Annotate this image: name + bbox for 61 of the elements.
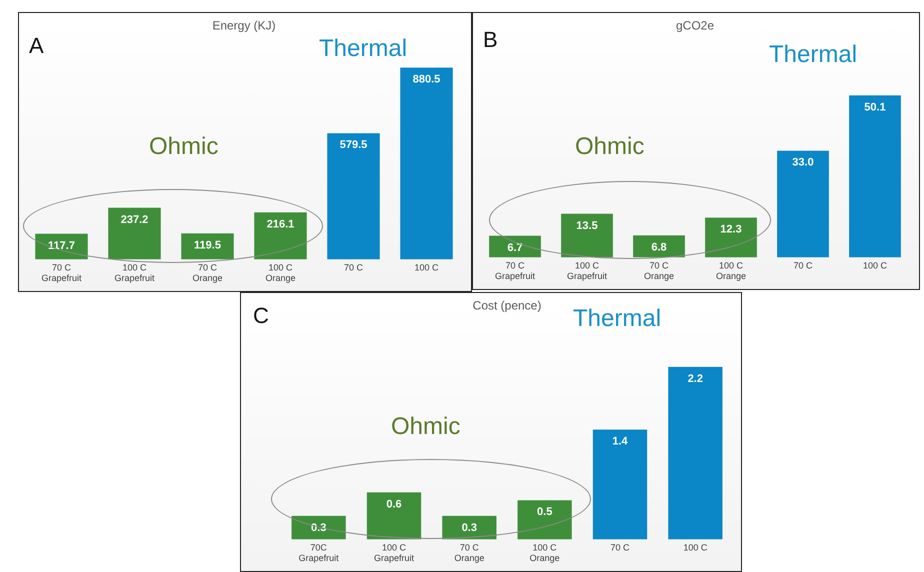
bar [561, 214, 613, 258]
x-tick-label: 100 C [862, 260, 888, 270]
data-label: 6.7 [507, 242, 523, 254]
x-tick-label: 70 C [344, 262, 364, 272]
data-label: 579.5 [340, 139, 368, 152]
data-label: 117.7 [48, 240, 75, 252]
x-tick-label: 70 C Orange [644, 260, 674, 282]
data-label: 2.2 [688, 372, 703, 385]
text: Thermal [319, 35, 408, 62]
bar [668, 366, 722, 540]
text: B [483, 27, 498, 52]
data-label: 1.4 [612, 436, 629, 448]
data-label: 0.3 [311, 522, 326, 534]
text: C [253, 303, 269, 328]
data-label: 880.5 [412, 74, 440, 86]
data-label: 237.2 [120, 214, 148, 226]
bar [400, 68, 453, 260]
x-tick-label: 100 C [683, 542, 708, 552]
bar [366, 492, 422, 540]
data-label: 33.0 [792, 156, 814, 169]
bar [254, 212, 307, 260]
x-tick-label: 100 C Orange [716, 260, 746, 282]
data-label: 0.5 [537, 506, 552, 518]
x-tick-label: 70 C Grapefruit [41, 262, 82, 284]
text: Thermal [573, 305, 662, 332]
bar [108, 208, 161, 260]
x-tick-label: 70 C Orange [192, 262, 223, 284]
annotation: Ohmic [149, 133, 218, 160]
x-tick-label: 100 C Grapefruit [566, 260, 608, 282]
x-tick-label: 70 C Grapefruit [494, 260, 536, 282]
annotation: Ohmic [391, 413, 460, 440]
bar [518, 500, 572, 540]
x-tick-label: 100 C Orange [530, 542, 560, 564]
data-label: 0.6 [386, 498, 402, 510]
x-tick-label: 70 C Orange [454, 542, 484, 564]
text: A [29, 33, 44, 58]
data-label: 6.8 [651, 241, 667, 254]
text: Thermal [769, 41, 858, 68]
bar [327, 133, 380, 260]
data-label: 0.3 [462, 522, 477, 534]
bar [849, 95, 901, 258]
chart-title: gCO2e [676, 18, 714, 33]
x-tick-label: 100 C Orange [265, 262, 296, 284]
bar [181, 233, 234, 260]
data-label: 216.1 [266, 218, 294, 230]
x-tick-label: 70C Grapefruit [298, 542, 340, 564]
chart-title: Energy (KJ) [212, 18, 276, 33]
x-tick-label: 70 C [610, 542, 630, 552]
bar [592, 430, 648, 540]
data-label: 119.5 [194, 239, 221, 252]
chart-title: Cost (pence) [472, 298, 542, 313]
x-tick-label: 100 C [414, 262, 439, 272]
data-label: 13.5 [576, 220, 598, 232]
bar [705, 218, 757, 258]
data-label: 12.3 [720, 224, 742, 236]
x-tick-label: 100 C Grapefruit [114, 262, 155, 284]
annotation: Ohmic [575, 133, 644, 160]
x-tick-label: 100 C Grapefruit [374, 542, 414, 564]
data-label: 50.1 [864, 101, 886, 114]
bar [777, 150, 829, 258]
x-tick-label: 70 C [793, 260, 814, 270]
